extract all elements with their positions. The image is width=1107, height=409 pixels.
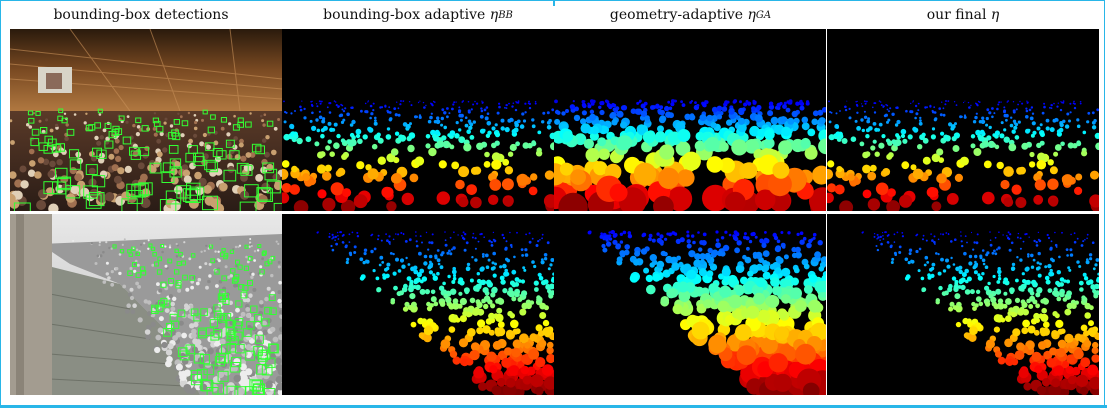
- density-hall-geo-adaptive: [554, 29, 826, 211]
- column-title-bb-detections: bounding-box detections: [53, 7, 229, 23]
- density-stadium-geo-adaptive: [554, 214, 826, 395]
- frame-divider-top: [553, 0, 555, 6]
- column-title-bb-adaptive: bounding-box adaptive η BB: [323, 7, 513, 23]
- photo-stadium-detections: [10, 214, 282, 395]
- density-stadium-final: [827, 214, 1099, 395]
- density-hall-final: [827, 29, 1099, 211]
- column-title-final: our final η: [926, 7, 1000, 23]
- density-hall-bb-adaptive: [282, 29, 554, 211]
- column-title-geo-adaptive: geometry-adaptive η GA: [609, 7, 772, 23]
- figure-frame-bottom: [0, 405, 1107, 408]
- photo-hall-detections: [10, 29, 282, 211]
- density-stadium-bb-adaptive: [282, 214, 554, 395]
